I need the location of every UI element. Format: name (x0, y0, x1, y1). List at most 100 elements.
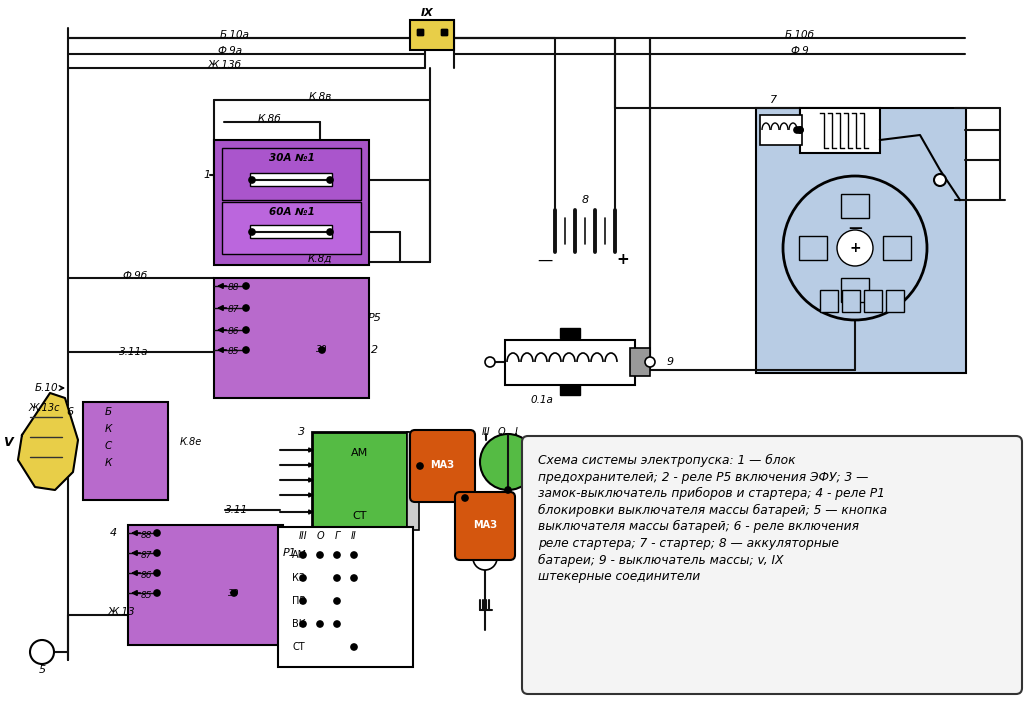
Text: I: I (515, 427, 517, 437)
Bar (410, 20, 454, 50)
Circle shape (417, 463, 423, 469)
Bar (560, 328, 580, 338)
FancyBboxPatch shape (522, 436, 1022, 694)
Bar (799, 236, 827, 260)
Text: IX: IX (421, 8, 433, 18)
Text: 85: 85 (141, 590, 153, 599)
Text: К.8е: К.8е (180, 437, 203, 447)
Bar (312, 432, 407, 530)
Text: К.8д: К.8д (308, 254, 332, 264)
Circle shape (300, 621, 306, 627)
Text: 86: 86 (228, 327, 240, 336)
Text: 8: 8 (582, 195, 589, 205)
Bar (886, 290, 904, 312)
Bar (222, 148, 361, 200)
Circle shape (797, 127, 803, 133)
Circle shape (30, 640, 54, 664)
Circle shape (249, 229, 255, 235)
Circle shape (934, 174, 946, 186)
Circle shape (154, 590, 160, 596)
Circle shape (351, 575, 357, 581)
Text: Р5: Р5 (368, 313, 382, 323)
Text: V: V (3, 435, 13, 449)
Circle shape (317, 621, 323, 627)
Bar (864, 290, 882, 312)
Circle shape (351, 552, 357, 558)
Bar (83, 402, 168, 500)
FancyBboxPatch shape (455, 492, 515, 560)
Bar (883, 236, 911, 260)
Circle shape (319, 347, 325, 353)
Text: МАЗ: МАЗ (430, 460, 454, 470)
Text: Ж.13с: Ж.13с (28, 403, 59, 413)
Text: 88: 88 (228, 283, 240, 292)
Text: 6: 6 (66, 407, 73, 417)
Text: 87: 87 (141, 550, 153, 559)
Text: Ж.13: Ж.13 (108, 607, 135, 617)
Text: ПР: ПР (292, 596, 306, 606)
Circle shape (154, 550, 160, 556)
Text: 4: 4 (110, 528, 117, 538)
Circle shape (334, 552, 340, 558)
Circle shape (334, 598, 340, 604)
Bar (820, 290, 838, 312)
Text: 60А №1: 60А №1 (269, 207, 315, 217)
Circle shape (243, 305, 249, 311)
Circle shape (462, 495, 468, 501)
Text: Ж.13б: Ж.13б (208, 60, 242, 70)
Text: 3.11а: 3.11а (119, 347, 148, 357)
Circle shape (351, 644, 357, 650)
Text: К.8в: К.8в (308, 92, 332, 102)
Text: Р1: Р1 (283, 548, 297, 558)
Circle shape (480, 434, 536, 490)
Circle shape (300, 598, 306, 604)
Circle shape (485, 357, 495, 367)
Text: 2: 2 (372, 345, 379, 355)
Bar (630, 348, 650, 376)
Text: Г: Г (334, 531, 340, 541)
Bar (250, 225, 332, 238)
Bar (560, 385, 580, 395)
Circle shape (327, 177, 333, 183)
Bar (278, 527, 413, 667)
Circle shape (783, 176, 927, 320)
Bar (841, 194, 869, 218)
Text: МАЗ: МАЗ (473, 520, 497, 530)
Text: К: К (104, 458, 112, 468)
Text: ,I: ,I (530, 437, 536, 447)
Text: Схема системы электропуска: 1 — блок
предохранителей; 2 - реле Р5 включения ЭФУ;: Схема системы электропуска: 1 — блок пре… (538, 454, 887, 583)
Text: 30: 30 (316, 346, 328, 355)
Circle shape (300, 575, 306, 581)
Text: 7: 7 (770, 95, 777, 105)
Bar (800, 108, 880, 153)
Circle shape (473, 546, 497, 570)
Text: +: + (849, 241, 861, 255)
Text: Б.10: Б.10 (35, 383, 58, 393)
Text: Б.10а: Б.10а (220, 30, 250, 40)
Bar (214, 278, 369, 398)
Text: 88: 88 (141, 531, 153, 540)
Text: 30А №1: 30А №1 (269, 153, 315, 163)
Circle shape (249, 177, 255, 183)
Circle shape (505, 487, 511, 493)
Polygon shape (18, 393, 78, 490)
Text: 9: 9 (667, 357, 674, 367)
Circle shape (243, 327, 249, 333)
Text: +: + (616, 252, 630, 268)
Circle shape (154, 530, 160, 536)
Circle shape (154, 570, 160, 576)
Text: Ф.9а: Ф.9а (217, 46, 243, 56)
Text: 86: 86 (141, 571, 153, 580)
Text: 85: 85 (228, 348, 240, 357)
FancyBboxPatch shape (410, 430, 475, 502)
Text: Ф.9: Ф.9 (791, 46, 809, 56)
Text: О: О (498, 427, 505, 437)
Text: 3: 3 (298, 427, 305, 437)
Text: К.8б: К.8б (258, 114, 282, 124)
Text: О: О (316, 531, 324, 541)
Text: 0.1а: 0.1а (530, 395, 553, 405)
Circle shape (334, 575, 340, 581)
Text: 1: 1 (204, 170, 211, 180)
Bar (222, 202, 361, 254)
Text: III: III (481, 427, 490, 437)
